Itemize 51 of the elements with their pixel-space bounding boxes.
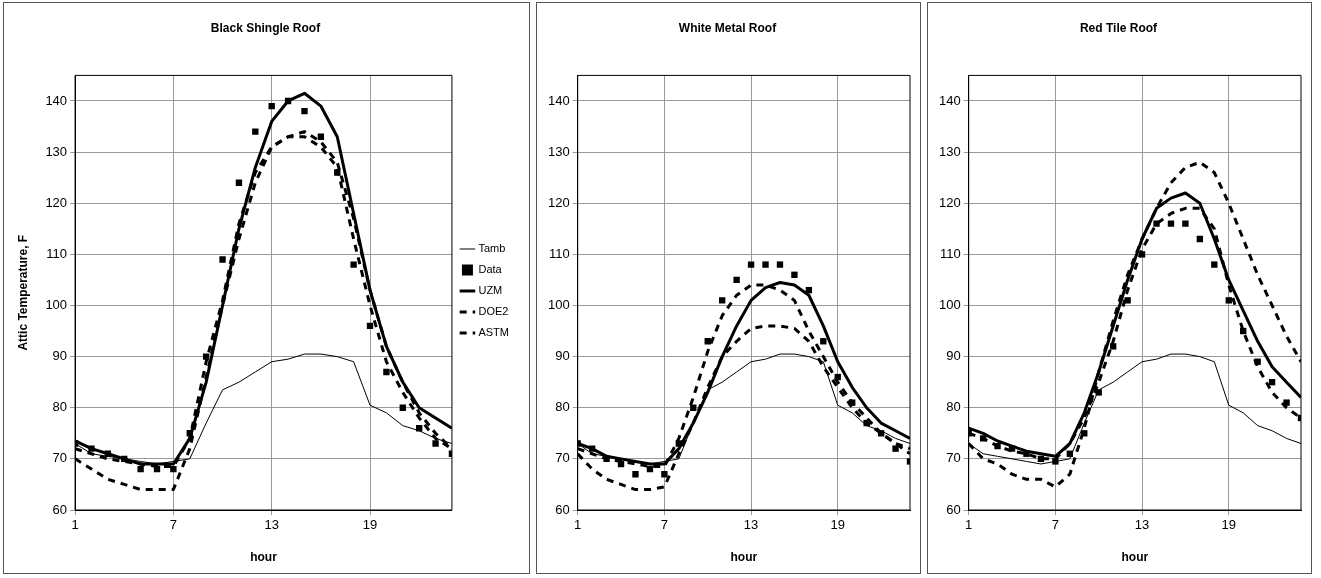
- y-tick-label: 120: [547, 194, 570, 210]
- x-tick-label: 1: [71, 517, 79, 533]
- x-axis-title: hour: [730, 550, 758, 565]
- chart-title: Black Shingle Roof: [210, 20, 322, 35]
- y-tick-label: 90: [52, 348, 68, 364]
- y-tick-label: 110: [46, 245, 68, 261]
- y-tick-label: 130: [45, 143, 68, 159]
- y-tick-label: 70: [555, 450, 570, 466]
- x-tick-label: 7: [1051, 517, 1059, 533]
- y-axis-title: Attic Temperature, F: [15, 234, 30, 351]
- y-tick-label: 110: [548, 245, 570, 261]
- y-tick-label: 70: [946, 450, 961, 466]
- y-tick-label: 140: [45, 92, 68, 108]
- y-tick-label: 100: [547, 297, 570, 313]
- y-tick-label: 70: [52, 450, 68, 466]
- y-tick-label: 100: [45, 297, 68, 313]
- y-tick-label: 120: [45, 194, 68, 210]
- x-axis-title: hour: [250, 550, 278, 565]
- chart-title: Red Tile Roof: [1079, 20, 1159, 35]
- legend-label: ASTM: [478, 326, 510, 339]
- legend-label: Data: [478, 263, 503, 276]
- x-tick-label: 7: [660, 517, 668, 533]
- x-tick-label: 13: [743, 517, 759, 533]
- x-tick-label: 13: [1134, 517, 1150, 533]
- y-tick-label: 60: [52, 501, 68, 517]
- chart-title: White Metal Roof: [678, 20, 778, 35]
- y-tick-label: 140: [547, 92, 570, 108]
- x-tick-label: 19: [830, 517, 845, 533]
- x-tick-label: 7: [169, 517, 178, 533]
- y-tick-label: 140: [938, 92, 961, 108]
- x-tick-label: 1: [965, 517, 973, 533]
- y-tick-label: 120: [938, 194, 961, 210]
- y-tick-label: 90: [946, 348, 961, 364]
- x-axis-title: hour: [1121, 550, 1149, 565]
- y-tick-label: 60: [555, 501, 570, 517]
- y-tick-label: 80: [52, 399, 68, 415]
- legend-label: Tamb: [478, 242, 506, 255]
- y-tick-label: 110: [939, 245, 961, 261]
- legend-label: UZM: [478, 284, 503, 297]
- y-tick-label: 130: [938, 143, 961, 159]
- x-tick-label: 19: [1221, 517, 1236, 533]
- y-tick-label: 90: [555, 348, 570, 364]
- x-tick-label: 13: [264, 517, 279, 533]
- y-tick-label: 130: [547, 143, 570, 159]
- x-tick-label: 1: [574, 517, 582, 533]
- y-tick-label: 80: [555, 399, 570, 415]
- y-tick-label: 60: [946, 501, 961, 517]
- legend-label: DOE2: [478, 305, 509, 318]
- y-tick-label: 100: [938, 297, 961, 313]
- y-tick-label: 80: [946, 399, 961, 415]
- x-tick-label: 19: [362, 517, 378, 533]
